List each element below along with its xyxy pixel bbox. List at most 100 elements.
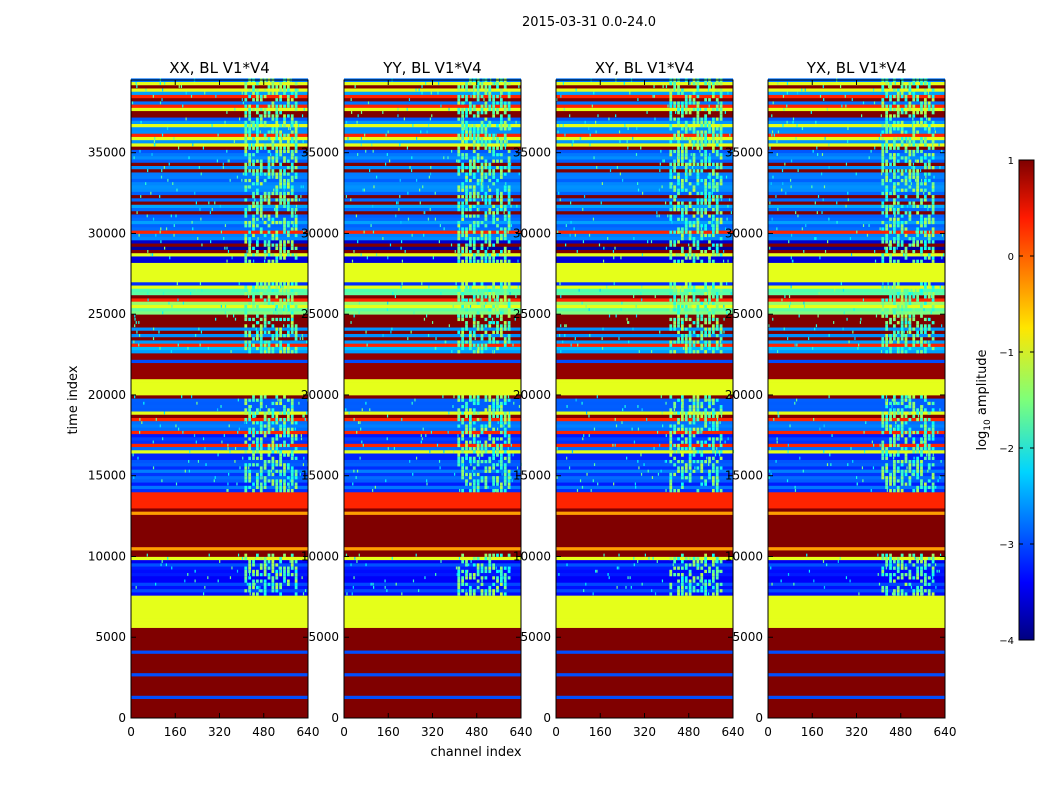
rfi-segment: [480, 220, 484, 225]
rfi-segment: [669, 317, 673, 322]
rfi-segment: [263, 482, 267, 486]
rfi-segment: [294, 336, 298, 341]
rfi-segment: [488, 407, 492, 412]
noise-speck: [689, 81, 691, 85]
rfi-segment: [469, 223, 472, 228]
time-stripe: [556, 559, 733, 564]
x-tick-label: 640: [297, 725, 320, 739]
noise-speck: [409, 459, 411, 463]
time-stripe: [768, 553, 945, 557]
noise-speck: [425, 433, 427, 437]
rfi-segment: [715, 81, 719, 86]
rfi-segment: [279, 592, 283, 596]
rfi-segment: [271, 146, 275, 150]
rfi-segment: [256, 204, 259, 208]
noise-speck: [458, 172, 460, 176]
noise-speck: [365, 330, 367, 334]
noise-speck: [707, 301, 710, 305]
rfi-segment: [283, 243, 286, 247]
time-stripe: [556, 540, 733, 544]
rfi-segment: [461, 314, 465, 318]
rfi-segment: [503, 466, 507, 470]
rfi-segment: [669, 472, 673, 477]
noise-speck: [499, 404, 501, 408]
noise-speck: [421, 84, 423, 89]
rfi-segment: [507, 159, 511, 163]
rfi-segment: [283, 226, 286, 231]
noise-speck: [723, 304, 725, 308]
noise-speck: [934, 562, 937, 567]
noise-speck: [679, 317, 681, 321]
time-stripe: [344, 310, 521, 315]
time-stripe: [556, 214, 733, 218]
rfi-segment: [704, 197, 708, 202]
rfi-segment: [488, 424, 492, 428]
rfi-segment: [503, 488, 507, 493]
time-stripe: [131, 504, 308, 509]
rfi-segment: [496, 84, 499, 89]
time-stripe: [768, 508, 945, 512]
noise-speck: [303, 107, 305, 111]
rfi-segment: [469, 330, 472, 334]
rfi-segment: [704, 223, 708, 228]
time-stripe: [556, 407, 733, 412]
rfi-segment: [507, 475, 511, 480]
noise-speck: [190, 94, 193, 98]
rfi-segment: [457, 394, 461, 399]
noise-speck: [470, 94, 472, 98]
rfi-segment: [688, 162, 692, 167]
rfi-segment: [719, 323, 723, 328]
rfi-segment: [681, 482, 684, 486]
y-tick-label: 25000: [88, 307, 126, 321]
rfi-segment: [480, 562, 484, 567]
rfi-segment: [711, 178, 715, 183]
rfi-segment: [492, 100, 496, 105]
rfi-segment: [696, 449, 700, 454]
rfi-segment: [688, 343, 692, 347]
rfi-segment: [885, 556, 889, 561]
noise-speck: [508, 162, 510, 166]
rfi-segment: [465, 146, 468, 150]
rfi-segment: [708, 469, 711, 473]
time-stripe: [131, 592, 308, 596]
time-stripe: [131, 126, 308, 131]
noise-speck: [209, 210, 211, 215]
noise-speck: [133, 155, 135, 160]
rfi-segment: [711, 146, 715, 150]
time-stripe: [556, 356, 733, 360]
rfi-segment: [507, 281, 511, 286]
rfi-segment: [711, 130, 715, 134]
rfi-segment: [465, 446, 468, 451]
rfi-segment: [499, 482, 503, 486]
rfi-segment: [461, 204, 465, 208]
rfi-segment: [673, 556, 677, 561]
rfi-segment: [696, 100, 700, 105]
rfi-segment: [708, 288, 711, 292]
rfi-segment: [469, 194, 472, 199]
rfi-segment: [286, 178, 290, 183]
rfi-segment: [684, 343, 688, 347]
rfi-segment: [244, 556, 248, 561]
rfi-segment: [271, 443, 275, 448]
noise-speck: [465, 307, 467, 311]
rfi-segment: [267, 252, 271, 257]
noise-speck: [201, 288, 203, 292]
noise-speck: [802, 469, 804, 473]
rfi-segment: [688, 159, 692, 163]
y-tick-label: 15000: [513, 469, 551, 483]
y-tick-label: 25000: [513, 307, 551, 321]
rfi-segment: [715, 566, 719, 570]
time-stripe: [131, 314, 308, 318]
rfi-segment: [696, 411, 700, 415]
time-stripe: [768, 682, 945, 687]
rfi-segment: [719, 113, 723, 118]
rfi-segment: [480, 175, 484, 179]
rfi-segment: [294, 291, 298, 296]
rfi-segment: [700, 459, 704, 464]
noise-speck: [662, 424, 664, 428]
rfi-segment: [704, 320, 708, 325]
noise-speck: [139, 430, 141, 434]
rfi-segment: [920, 569, 923, 574]
noise-speck: [360, 142, 362, 147]
rfi-segment: [244, 146, 248, 150]
